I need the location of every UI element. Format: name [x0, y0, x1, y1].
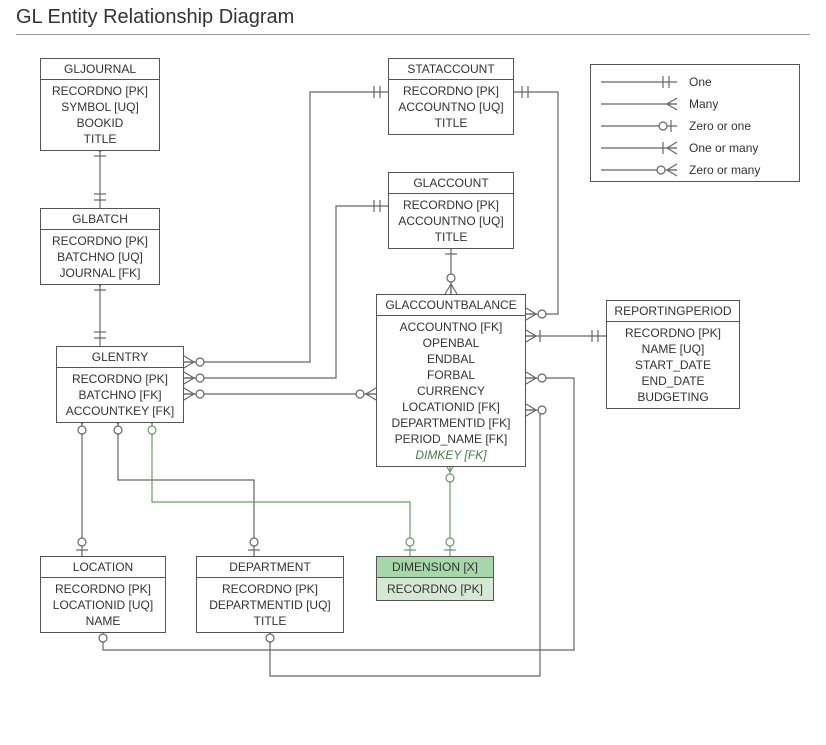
entity-glacctbal: GLACCOUNTBALANCEACCOUNTNO [FK]OPENBALEND… — [376, 294, 526, 467]
entity-field: ACCOUNTNO [UQ] — [395, 99, 507, 115]
entity-field: ENDBAL — [383, 351, 519, 367]
entity-body: RECORDNO [PK]BATCHNO [FK]ACCOUNTKEY [FK] — [57, 368, 183, 422]
entity-title: GLACCOUNTBALANCE — [377, 295, 525, 316]
entity-department: DEPARTMENTRECORDNO [PK]DEPARTMENTID [UQ]… — [196, 556, 344, 633]
entity-statacct: STATACCOUNTRECORDNO [PK]ACCOUNTNO [UQ]TI… — [388, 58, 514, 135]
entity-body: RECORDNO [PK]NAME [UQ]START_DATEEND_DATE… — [607, 322, 739, 408]
legend-label: Many — [689, 97, 718, 111]
entity-body: RECORDNO [PK]LOCATIONID [UQ]NAME — [41, 578, 165, 632]
entity-field: BOOKID — [47, 115, 153, 131]
entity-field: ACCOUNTNO [FK] — [383, 319, 519, 335]
legend-row-zero_many: Zero or many — [599, 159, 791, 181]
entity-glbatch: GLBATCHRECORDNO [PK]BATCHNO [UQ]JOURNAL … — [40, 208, 160, 285]
edge-glentry-glaccount — [184, 200, 388, 384]
entity-field: RECORDNO [PK] — [47, 83, 153, 99]
edge-repperiod-glacctbal — [526, 330, 606, 342]
entity-field: BATCHNO [UQ] — [47, 249, 153, 265]
entity-field: BATCHNO [FK] — [63, 387, 177, 403]
entity-field: SYMBOL [UQ] — [47, 99, 153, 115]
entity-field: RECORDNO [PK] — [395, 83, 507, 99]
edge-glentry-location — [76, 414, 88, 556]
entity-field: RECORDNO [PK] — [47, 233, 153, 249]
legend: One Many Zero or one One or many Zero or man… — [590, 64, 800, 182]
entity-body: RECORDNO [PK]ACCOUNTNO [UQ]TITLE — [389, 80, 513, 134]
legend-row-many: Many — [599, 93, 791, 115]
entity-body: RECORDNO [PK]SYMBOL [UQ]BOOKIDTITLE — [41, 80, 159, 150]
entity-body: RECORDNO [PK] — [377, 578, 493, 600]
entity-glaccount: GLACCOUNTRECORDNO [PK]ACCOUNTNO [UQ]TITL… — [388, 172, 514, 249]
edge-glentry-glacctbal — [184, 388, 376, 400]
legend-label: Zero or one — [689, 119, 751, 133]
entity-field: LOCATIONID [UQ] — [47, 597, 159, 613]
entity-body: RECORDNO [PK]DEPARTMENTID [UQ]TITLE — [197, 578, 343, 632]
entity-field: TITLE — [395, 229, 507, 245]
entity-field: RECORDNO [PK] — [383, 581, 487, 597]
entity-location: LOCATIONRECORDNO [PK]LOCATIONID [UQ]NAME — [40, 556, 166, 633]
entity-field: TITLE — [395, 115, 507, 131]
entity-field: BUDGETING — [613, 389, 733, 405]
entity-title: STATACCOUNT — [389, 59, 513, 80]
edge-glentry-statacct — [184, 86, 388, 368]
edge-glacctbal-dimension — [444, 462, 456, 556]
edge-glbatch-glentry — [94, 276, 106, 346]
entity-field: NAME — [47, 613, 159, 629]
entity-field: ACCOUNTNO [UQ] — [395, 213, 507, 229]
entity-field: OPENBAL — [383, 335, 519, 351]
entity-field: START_DATE — [613, 357, 733, 373]
entity-field: PERIOD_NAME [FK] — [383, 431, 519, 447]
entity-field: RECORDNO [PK] — [613, 325, 733, 341]
legend-label: One or many — [689, 141, 758, 155]
legend-row-one_many: One or many — [599, 137, 791, 159]
entity-field: RECORDNO [PK] — [203, 581, 337, 597]
entity-title: GLBATCH — [41, 209, 159, 230]
entity-title: DEPARTMENT — [197, 557, 343, 578]
entity-field: NAME [UQ] — [613, 341, 733, 357]
entity-body: ACCOUNTNO [FK]OPENBALENDBALFORBALCURRENC… — [377, 316, 525, 466]
entity-field: ACCOUNTKEY [FK] — [63, 403, 177, 419]
entity-field: DIMKEY [FK] — [383, 447, 519, 463]
legend-row-one: One — [599, 71, 791, 93]
entity-gljournal: GLJOURNALRECORDNO [PK]SYMBOL [UQ]BOOKIDT… — [40, 58, 160, 151]
entity-title: REPORTINGPERIOD — [607, 301, 739, 322]
entity-body: RECORDNO [PK]BATCHNO [UQ]JOURNAL [FK] — [41, 230, 159, 284]
entity-repperiod: REPORTINGPERIODRECORDNO [PK]NAME [UQ]STA… — [606, 300, 740, 409]
entity-field: RECORDNO [PK] — [395, 197, 507, 213]
entity-glentry: GLENTRYRECORDNO [PK]BATCHNO [FK]ACCOUNTK… — [56, 346, 184, 423]
entity-field: CURRENCY — [383, 383, 519, 399]
entity-field: RECORDNO [PK] — [63, 371, 177, 387]
entity-field: END_DATE — [613, 373, 733, 389]
legend-row-zero_one: Zero or one — [599, 115, 791, 137]
edge-gljournal-glbatch — [94, 142, 106, 208]
entity-field: DEPARTMENTID [FK] — [383, 415, 519, 431]
entity-dimension: DIMENSION [X] RECORDNO [PK] — [376, 556, 494, 601]
entity-field: TITLE — [47, 131, 153, 147]
entity-title: LOCATION — [41, 557, 165, 578]
entity-body: RECORDNO [PK]ACCOUNTNO [UQ]TITLE — [389, 194, 513, 248]
edge-glentry-department — [112, 414, 260, 556]
edge-statacct-glacctbal — [514, 86, 558, 320]
entity-title: GLENTRY — [57, 347, 183, 368]
entity-field: RECORDNO [PK] — [47, 581, 159, 597]
entity-title: GLACCOUNT — [389, 173, 513, 194]
legend-label: Zero or many — [689, 163, 760, 177]
entity-field: DEPARTMENTID [UQ] — [203, 597, 337, 613]
entity-field: FORBAL — [383, 367, 519, 383]
entity-field: JOURNAL [FK] — [47, 265, 153, 281]
entity-field: LOCATIONID [FK] — [383, 399, 519, 415]
entity-field: TITLE — [203, 613, 337, 629]
legend-label: One — [689, 75, 712, 89]
entity-title: GLJOURNAL — [41, 59, 159, 80]
entity-title: DIMENSION [X] — [377, 557, 493, 578]
